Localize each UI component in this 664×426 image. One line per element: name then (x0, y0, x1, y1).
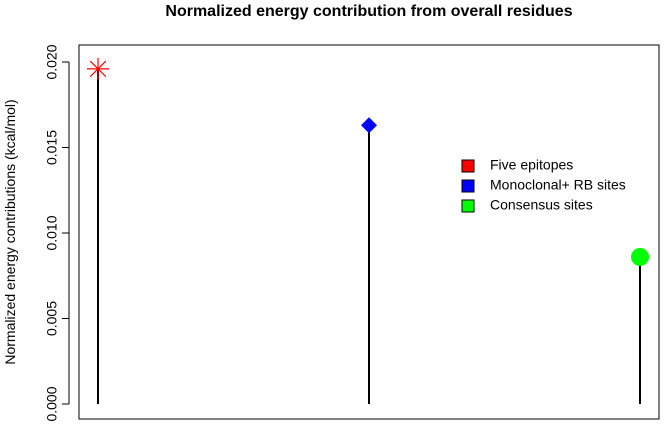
y-tick-label: 0.005 (44, 301, 60, 336)
legend-swatch-1 (461, 159, 475, 173)
chart-title: Normalized energy contribution from over… (165, 3, 572, 20)
y-tick-label: 0.010 (44, 215, 60, 250)
markers-group (87, 57, 649, 266)
plot-frame (78, 44, 660, 420)
y-tick-label: 0.020 (44, 44, 60, 79)
legend: Five epitopes Monoclonal+ RB sites Consens… (461, 157, 626, 213)
y-axis: 0.000 0.005 0.010 0.015 0.020 (44, 44, 70, 422)
data-point-circle (631, 247, 649, 266)
legend-swatch-2 (461, 179, 475, 193)
legend-label-3: Consensus sites (490, 197, 593, 213)
data-point-asterisk (87, 57, 109, 80)
stems-group (97, 68, 641, 404)
legend-label-1: Five epitopes (490, 157, 573, 173)
y-tick-label: 0.015 (44, 130, 60, 165)
y-axis-label: Normalized energy contributions (kcal/mo… (2, 99, 18, 364)
data-point-diamond (361, 117, 377, 134)
legend-label-2: Monoclonal+ RB sites (490, 177, 626, 193)
y-tick-label: 0.000 (44, 386, 60, 421)
legend-swatch-3 (461, 199, 475, 213)
